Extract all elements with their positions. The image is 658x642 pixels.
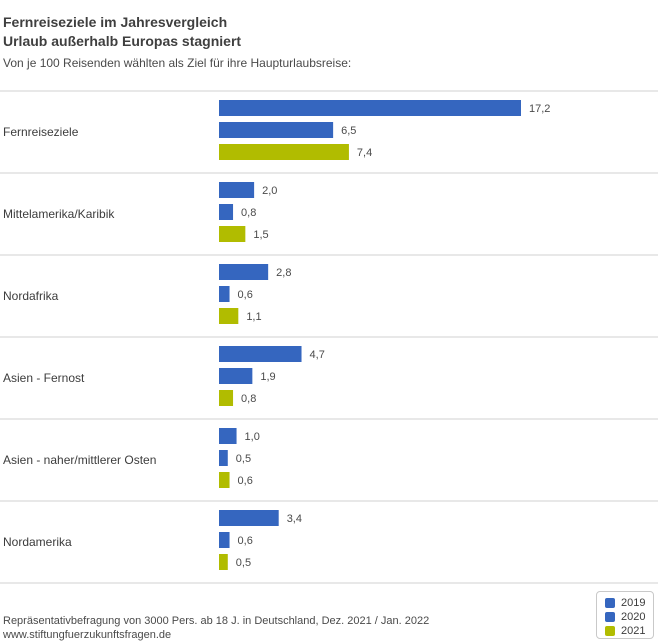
bar-2019 [219, 264, 269, 280]
chart-title-line-2: Urlaub außerhalb Europas stagniert [3, 33, 242, 49]
chart-title: Fernreiseziele im Jahresvergleich Urlaub… [3, 13, 241, 51]
legend-swatch-2020 [605, 612, 615, 622]
bar-2020 [219, 204, 234, 220]
bar-value-label: 0,5 [236, 453, 251, 465]
footer: Repräsentativbefragung von 3000 Pers. ab… [3, 614, 429, 642]
bar-value-label: 0,6 [238, 475, 253, 487]
legend-label-2021: 2021 [621, 625, 646, 637]
bar-value-label: 3,4 [287, 513, 302, 525]
bar-value-label: 1,9 [260, 371, 275, 383]
category-label: Nordafrika [3, 289, 59, 303]
bar-2020 [219, 450, 228, 466]
bar-2020 [219, 368, 253, 384]
bar-value-label: 0,8 [241, 393, 256, 405]
bar-2019 [219, 182, 255, 198]
bar-value-label: 0,6 [238, 535, 253, 547]
bar-2019 [219, 428, 237, 444]
footer-website: www.stiftungfuerzukunftsfragen.de [3, 629, 172, 641]
category-label: Asien - naher/mittlerer Osten [3, 453, 156, 467]
bar-value-label: 0,8 [241, 207, 256, 219]
bar-value-label: 6,5 [341, 125, 356, 137]
bar-2021 [219, 144, 349, 160]
category-label: Asien - Fernost [3, 371, 85, 385]
bar-chart: Fernreiseziele 17,2 6,57,4 Mittelamerika/Ka… [0, 90, 658, 584]
bar-2021 [219, 554, 228, 570]
bar-value-label: 1,0 [245, 431, 260, 443]
legend-item-2019: 2019 [605, 596, 653, 610]
legend-item-2021: 2021 [605, 624, 653, 638]
category-label: Nordamerika [3, 535, 72, 549]
chart-title-line-1: Fernreiseziele im Jahresvergleich [3, 14, 228, 30]
bar-2021 [219, 226, 246, 242]
bar-2021 [219, 390, 234, 406]
bar-2020 [219, 122, 334, 138]
bar-value-label: 2,8 [276, 267, 291, 279]
bar-2021 [219, 472, 230, 488]
bar-2020 [219, 286, 230, 302]
bar-2019 [219, 100, 521, 116]
category-label: Mittelamerika/Karibik [3, 207, 115, 221]
bar-value-label: 0,5 [236, 557, 251, 569]
bar-2019 [219, 510, 279, 526]
legend-label-2019: 2019 [621, 597, 646, 609]
category-label: Fernreiseziele [3, 125, 79, 139]
footer-source-note: Repräsentativbefragung von 3000 Pers. ab… [3, 615, 430, 627]
bar-2020 [219, 532, 230, 548]
legend-label-2020: 2020 [621, 611, 646, 623]
bar-2019 [219, 346, 302, 362]
bar-2021 [219, 308, 239, 324]
legend-swatch-2021 [605, 626, 615, 636]
bar-value-label: 7,4 [357, 147, 372, 159]
chart-subtitle: Von je 100 Reisenden wählten als Ziel fü… [3, 56, 352, 70]
bar-value-label: 2,0 [262, 185, 277, 197]
bar-value-label: 1,1 [246, 311, 261, 323]
bar-value-label: 1,5 [253, 229, 268, 241]
legend-item-2020: 2020 [605, 610, 653, 624]
chart-legend: 2019 2020 2021 [596, 591, 654, 639]
legend-swatch-2019 [605, 598, 615, 608]
bar-value-label: 17,2 [529, 103, 550, 115]
bar-value-label: 0,6 [238, 289, 253, 301]
bar-value-label: 4,7 [310, 349, 325, 361]
